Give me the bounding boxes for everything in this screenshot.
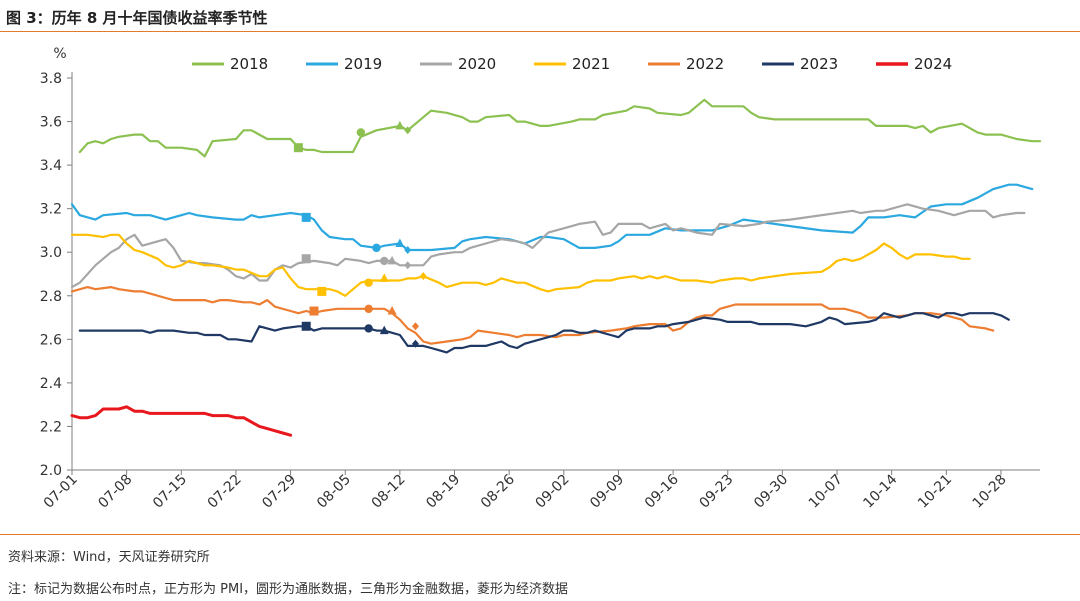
x-tick-label: 08-05 [314,472,354,512]
x-tick-label: 09-09 [587,472,627,512]
figure-title: 图 3：历年 8 月十年国债收益率季节性 [6,9,268,27]
legend-label-2019: 2019 [344,55,382,73]
y-unit-label: % [53,46,66,62]
x-tick-label: 09-30 [751,472,791,512]
y-tick-label: 3.6 [40,115,62,131]
marker-diamond-2020 [404,261,412,270]
legend: 2018 2019 2020 2021 2022 2023 2024 [192,55,952,73]
marker-square-2022 [309,306,319,316]
marker-diamond-2022 [411,322,419,331]
x-tick-label: 09-23 [696,472,736,512]
marker-square-2018 [293,143,303,153]
marker-triangle-2020 [387,255,397,265]
series-line-2018 [78,98,1042,158]
series-line-2021 [70,233,971,297]
x-tick-label: 07-15 [150,472,190,512]
y-tick-label: 3.8 [40,71,62,87]
y-tick-label: 2.4 [40,376,62,392]
x-tick-label: 10-07 [806,472,846,512]
legend-label-2021: 2021 [572,55,610,73]
marker-layer [293,120,427,348]
x-tick-label: 07-29 [259,472,299,512]
marker-circle-2020 [380,256,389,266]
x-tick-label: 10-14 [860,471,900,511]
marker-note: 注：标记为数据公布时点，正方形为 PMI，圆形为通胀数据，三角形为金融数据，菱形… [8,582,569,597]
x-tick-label: 10-28 [970,472,1010,512]
series-line-2022 [70,286,995,345]
axes: %2.02.22.42.62.83.03.23.43.63.807-01 07-0… [40,46,1040,512]
x-tick-label: 10-21 [915,472,955,512]
y-tick-label: 2.2 [40,419,62,435]
marker-diamond-2021 [419,272,427,281]
legend-label-2024: 2024 [914,55,952,73]
y-tick-label: 2.6 [40,332,62,348]
legend-label-2020: 2020 [458,55,496,73]
marker-diamond-2019 [404,246,412,255]
marker-circle-2022 [364,304,373,314]
marker-triangle-2019 [395,238,405,248]
x-tick-label: 08-12 [369,472,409,512]
marker-square-2019 [301,212,311,222]
legend-label-2022: 2022 [686,55,724,73]
series-line-2023 [78,312,1010,354]
yield-seasonality-chart: %2.02.22.42.62.83.03.23.43.63.807-01 07-0… [40,46,1042,512]
top-divider [0,31,1080,32]
x-tick-label: 08-26 [478,471,518,511]
marker-circle-2018 [356,128,366,137]
legend-label-2018: 2018 [230,55,268,73]
x-tick-label: 07-08 [95,472,135,512]
legend-label-2023: 2023 [800,55,838,73]
x-tick-label: 08-19 [423,472,463,512]
y-tick-label: 3.2 [40,202,62,218]
marker-triangle-2018 [395,120,405,130]
marker-circle-2023 [364,324,373,333]
marker-circle-2021 [364,278,373,287]
series-layer [70,98,1042,437]
series-line-2020 [70,203,1026,289]
x-tick-label: 07-22 [205,472,245,512]
marker-diamond-2023 [411,339,419,348]
x-tick-label: 09-16 [642,471,682,511]
series-line-2024 [70,405,293,437]
marker-triangle-2021 [379,273,389,282]
source-note: 资料来源：Wind，天风证券研究所 [8,550,210,565]
marker-circle-2019 [372,243,381,253]
bottom-divider [0,534,1080,535]
x-tick-label: 09-02 [533,472,573,512]
series-line-2019 [70,183,1034,252]
y-tick-label: 2.0 [40,463,62,479]
y-tick-label: 3.0 [40,245,62,261]
marker-square-2023 [301,321,311,331]
marker-triangle-2022 [387,306,397,315]
y-tick-label: 3.4 [40,158,62,174]
marker-square-2020 [301,254,311,264]
marker-square-2021 [317,286,327,296]
marker-triangle-2023 [379,325,389,335]
y-tick-label: 2.8 [40,289,62,305]
